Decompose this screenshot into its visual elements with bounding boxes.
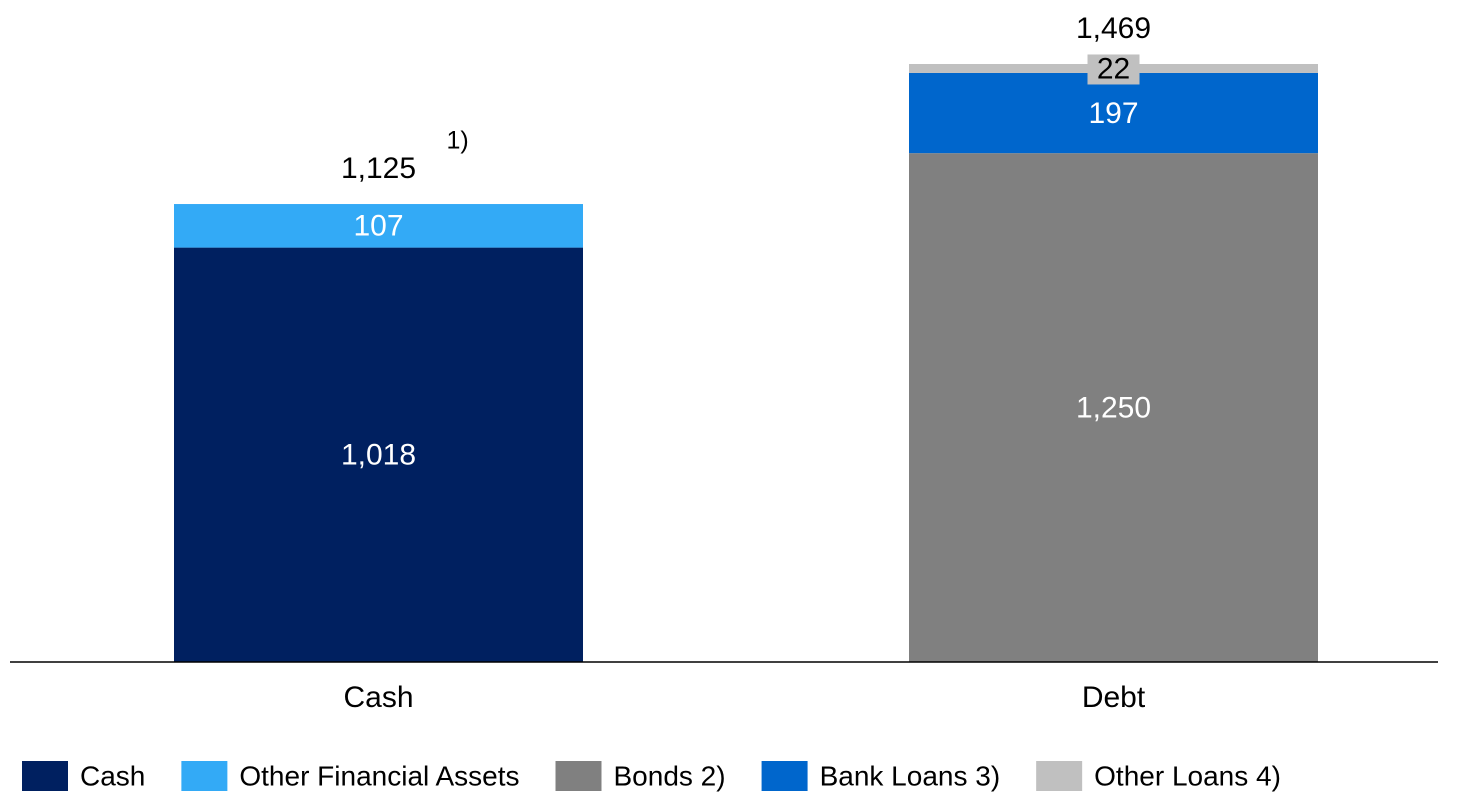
bar-segment [174,247,583,662]
bar-segment [909,153,1318,662]
value-label: 107 [353,210,403,243]
legend-swatch [761,761,808,791]
bar-segment [909,72,1318,154]
legend-swatch [181,761,228,791]
value-label: 1,018 [341,439,416,472]
legend-label: Bonds 2) [614,760,726,791]
legend-label: Other Financial Assets [239,760,519,791]
legend-swatch [555,761,602,791]
value-label: 1,250 [1076,391,1151,424]
value-label: 22 [1097,52,1130,85]
total-label: 1,469 [1076,12,1151,45]
legend-swatch [1036,761,1083,791]
bar-segment [174,204,583,248]
label-box [1087,54,1140,85]
x-tick-label: Debt [1082,681,1146,714]
value-label: 197 [1088,97,1138,130]
legend-label: Cash [80,760,145,791]
annotation: 1) [447,127,469,155]
total-label: 1,125 [341,152,416,185]
legend-swatch [22,761,68,791]
legend-label: Bank Loans 3) [820,760,1001,791]
legend-label: Other Loans 4) [1094,760,1281,791]
x-tick-label: Cash [343,681,413,714]
